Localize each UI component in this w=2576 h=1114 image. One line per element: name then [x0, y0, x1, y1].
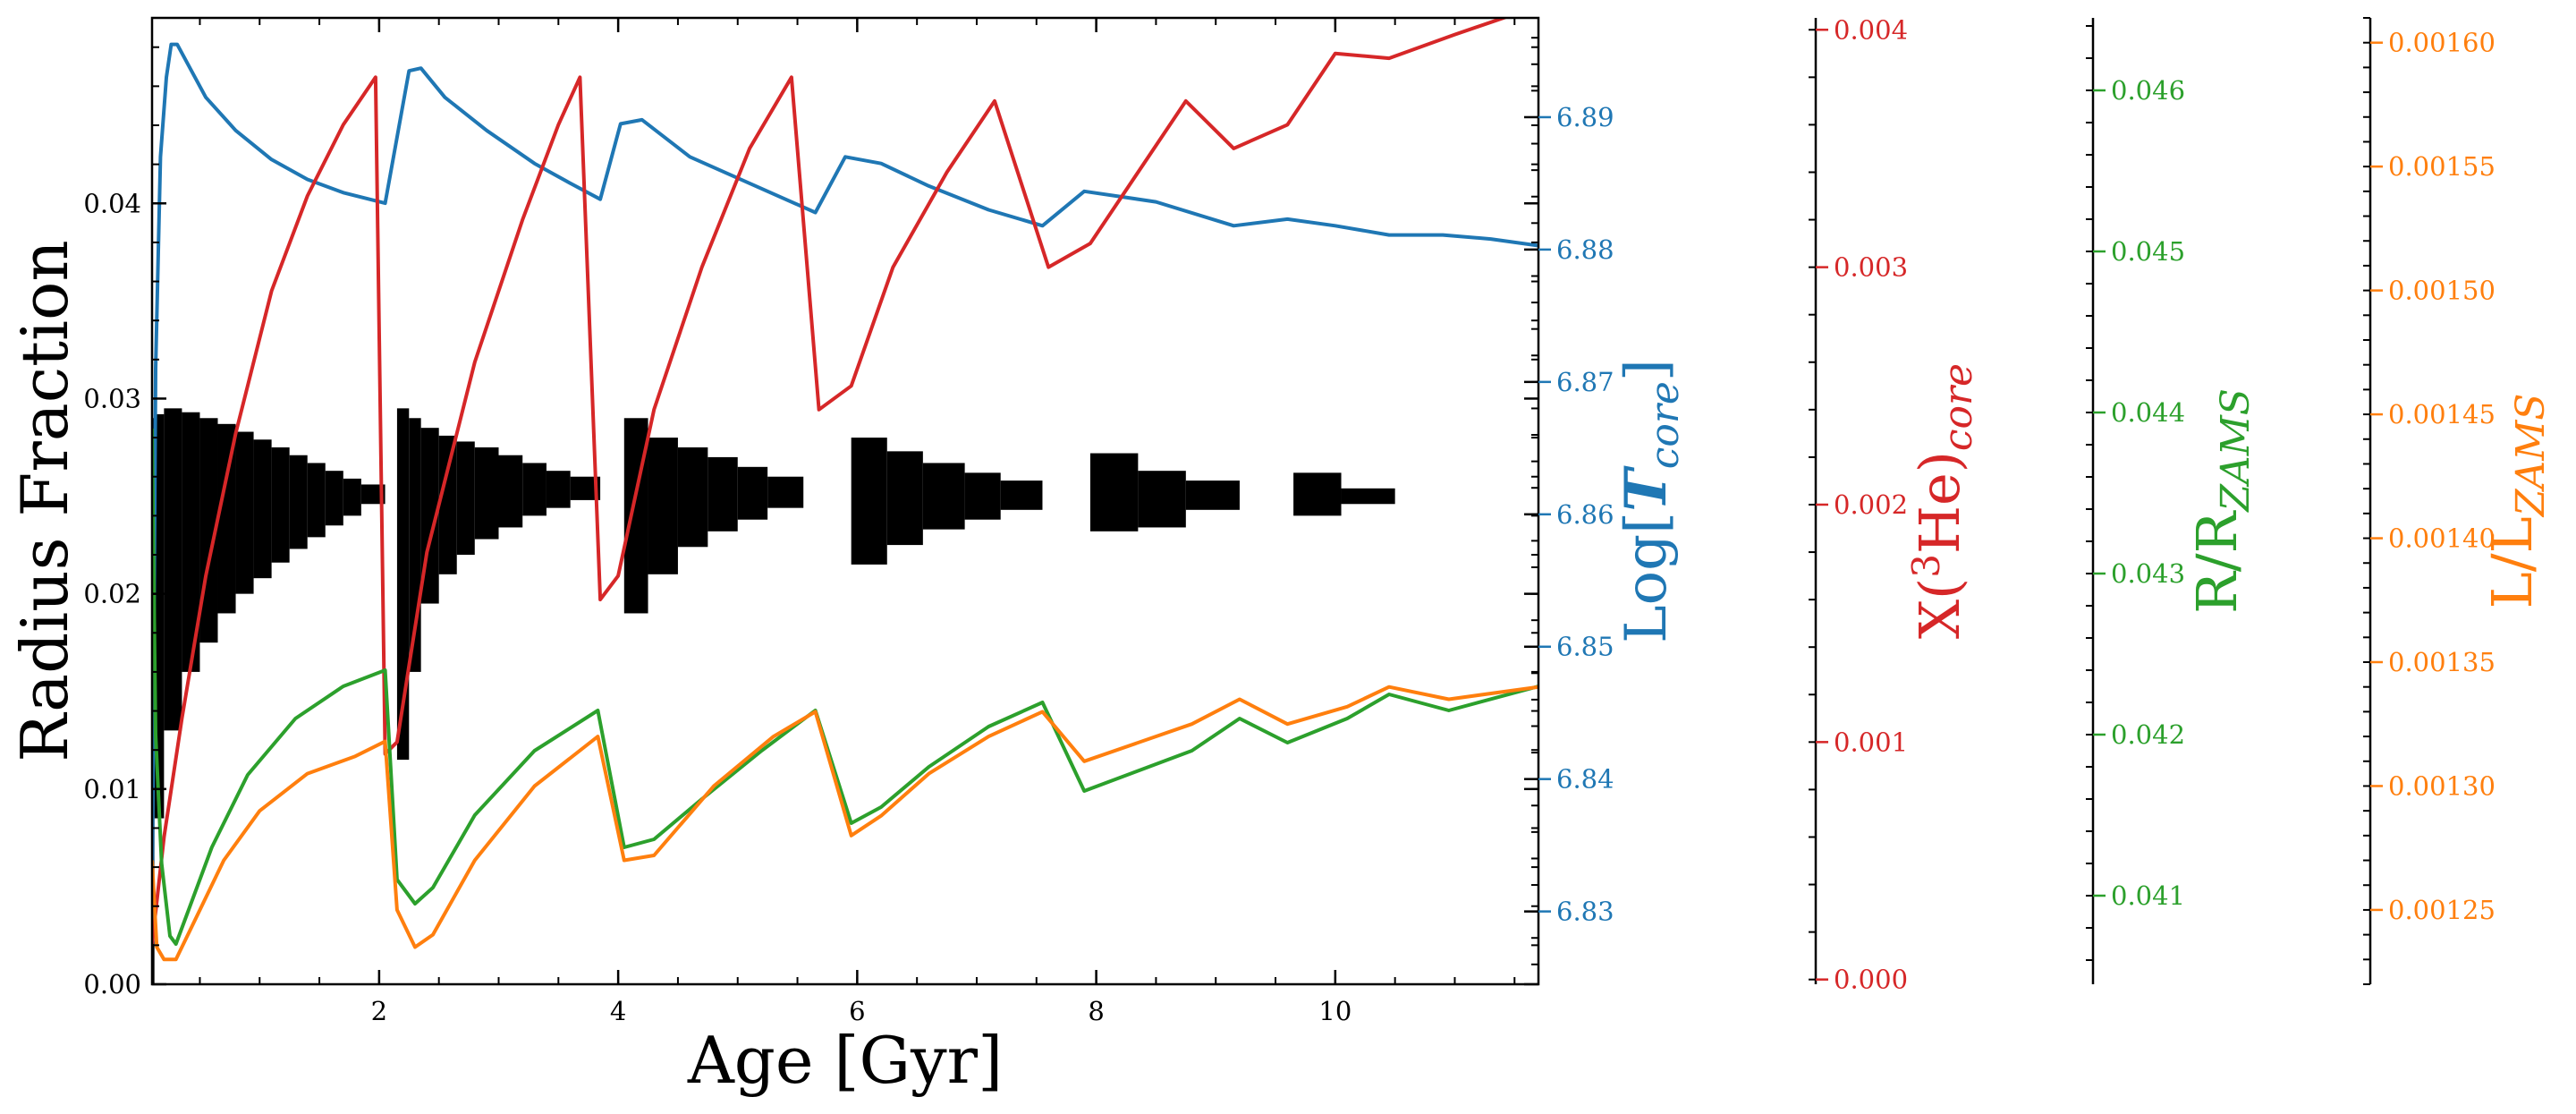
convective-zone-37 [1185, 480, 1240, 510]
convective-zone-7 [253, 439, 272, 579]
convective-zone-25 [648, 438, 678, 574]
x-tick-label: 6 [849, 996, 865, 1026]
convective-zone-19 [474, 447, 499, 540]
y-tick-label-rzams: 0.041 [2111, 880, 2185, 911]
y-axis-title-lzams: L/LZAMS [2479, 394, 2554, 609]
series-lines [152, 18, 1538, 962]
convective-zone-3 [182, 412, 200, 672]
convective-zone-31 [886, 451, 923, 546]
y-tick-label-xhe3: 0.001 [1834, 727, 1908, 757]
convective-zone-32 [922, 463, 965, 530]
convective-zone-26 [677, 447, 708, 548]
y-tick-label-lzams: 0.00140 [2388, 523, 2496, 554]
convective-zone-9 [289, 455, 308, 549]
y-tick-label-rzams: 0.044 [2111, 397, 2185, 428]
y-tick-label-radius: 0.02 [83, 579, 141, 609]
y-tick-label-xhe3: 0.004 [1834, 14, 1908, 45]
y-tick-label-xhe3: 0.002 [1834, 489, 1908, 520]
y-axis-title-radius: Radius Fraction [7, 240, 82, 761]
y-tick-label-logtc: 6.88 [1556, 234, 1614, 265]
convective-zones [152, 408, 1395, 984]
convective-zone-18 [456, 441, 475, 555]
y-tick-label-lzams: 0.00135 [2388, 647, 2496, 677]
y-tick-label-radius: 0.03 [83, 383, 141, 413]
plot-frame [150, 16, 1540, 986]
y-tick-label-radius: 0.00 [83, 969, 141, 999]
convective-zone-5 [217, 423, 236, 614]
y-tick-label-logtc: 6.86 [1556, 499, 1614, 530]
convective-zone-6 [235, 431, 254, 594]
convective-zone-8 [271, 447, 290, 563]
y-tick-label-logtc: 6.84 [1556, 764, 1614, 795]
convective-zone-30 [851, 438, 887, 565]
x-tick-label: 2 [371, 996, 387, 1026]
y-axis-title-xhe3: X(3He)core [1904, 363, 1981, 639]
x-tick-label: 4 [610, 996, 626, 1026]
y-axis-title-logtc: Log[Tcore] [1613, 359, 1688, 643]
x-tick-label: 10 [1318, 996, 1352, 1026]
convective-zone-39 [1341, 488, 1395, 505]
y-tick-label-lzams: 0.00130 [2388, 770, 2496, 801]
y-tick-label-lzams: 0.00160 [2388, 28, 2496, 58]
y-tick-label-lzams: 0.00125 [2388, 895, 2496, 925]
y-tick-label-logtc: 6.83 [1556, 897, 1614, 927]
y-tick-label-xhe3: 0.003 [1834, 252, 1908, 283]
convective-zone-14 [396, 408, 410, 761]
convective-zone-38 [1293, 472, 1342, 516]
convective-zone-29 [767, 476, 804, 508]
series-line-logtc [152, 42, 1538, 925]
convective-zone-17 [438, 435, 457, 574]
convective-zone-28 [737, 466, 768, 520]
y-tick-label-rzams: 0.046 [2111, 75, 2185, 106]
x-axis-title: Age [Gyr] [687, 1023, 1003, 1098]
series-line-xhe3 [152, 18, 1510, 945]
y-tick-label-logtc: 6.89 [1556, 102, 1614, 132]
convective-zone-33 [964, 472, 1001, 520]
series-line-rzams [152, 428, 1538, 946]
x-tick-label: 8 [1088, 996, 1104, 1026]
y-tick-label-radius: 0.01 [83, 774, 141, 804]
y-tick-label-lzams: 0.00150 [2388, 276, 2496, 306]
y-tick-label-logtc: 6.87 [1556, 367, 1614, 397]
convective-zone-34 [1000, 480, 1043, 510]
y-tick-label-radius: 0.04 [83, 188, 141, 218]
y-tick-label-logtc: 6.85 [1556, 632, 1614, 662]
convective-zone-21 [522, 463, 547, 516]
convective-zone-22 [546, 471, 571, 508]
convective-zone-11 [325, 471, 343, 526]
convective-zone-13 [360, 484, 386, 505]
y-tick-label-rzams: 0.042 [2111, 719, 2185, 750]
y-tick-label-xhe3: 0.000 [1834, 965, 1908, 995]
convective-zone-20 [498, 455, 523, 528]
convective-zone-10 [307, 463, 326, 538]
y-tick-label-lzams: 0.00145 [2388, 399, 2496, 429]
convective-zone-12 [343, 478, 361, 516]
y-tick-label-lzams: 0.00155 [2388, 151, 2496, 182]
axes: 2 4 6 8 10 0.00 0.01 0.02 0.03 0.04 6.83 6.84 6.85 6.… [83, 14, 2496, 1026]
y-tick-label-rzams: 0.045 [2111, 236, 2185, 267]
convective-zone-2 [164, 408, 182, 731]
series-line-lzams [152, 685, 1538, 962]
y-axis-title-rzams: R/RZAMS [2184, 388, 2258, 614]
y-tick-label-rzams: 0.043 [2111, 558, 2185, 589]
convective-zone-27 [708, 456, 738, 531]
convective-zone-1 [154, 413, 165, 819]
convective-zone-35 [1089, 453, 1139, 531]
convective-zone-36 [1138, 471, 1186, 528]
